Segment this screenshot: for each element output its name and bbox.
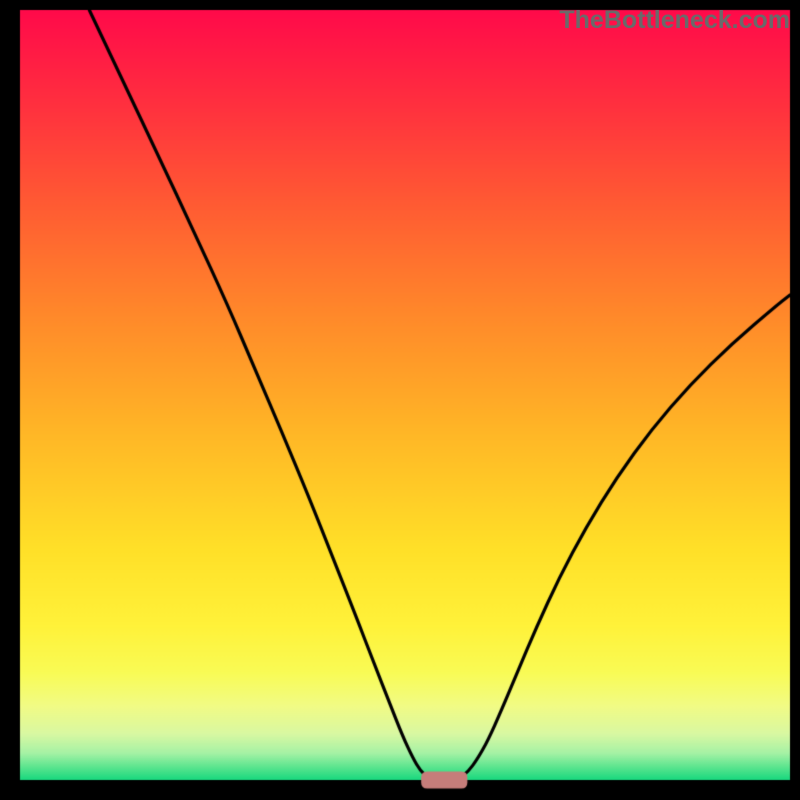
watermark-text: TheBottleneck.com <box>559 6 790 35</box>
bottleneck-curve-chart <box>0 0 800 800</box>
chart-frame: TheBottleneck.com <box>0 0 800 800</box>
